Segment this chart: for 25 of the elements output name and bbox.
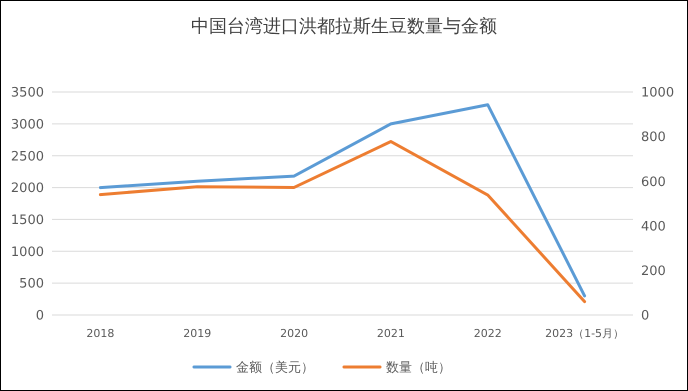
x-tick-label: 2018 [86,327,114,340]
y-tick-label: 500 [19,276,44,292]
line-series [98,103,586,298]
x-tick-label: 2021 [376,327,405,340]
x-tick-label: 2019 [183,327,212,340]
y-tick-label: 2000 [10,181,44,196]
y-tick-label: 3500 [10,86,44,101]
y2-tick-label: 600 [641,174,666,190]
legend-label: 金额（美元） [236,360,314,376]
y2-tick-label: 1000 [641,86,674,101]
y-tick-label: 3000 [10,117,44,132]
line-series [98,140,586,304]
y2-tick-label: 200 [641,264,666,279]
y-tick-label: 1000 [10,244,44,260]
x-tick-label: 2020 [280,327,308,340]
y2-tick-label: 400 [641,219,666,234]
y-tick-label: 2500 [10,149,44,164]
y-tick-label: 1500 [10,212,44,228]
y-tick-label: 0 [36,308,44,324]
chart-title: 中国台湾进口洪都拉斯生豆数量与金额 [191,16,497,37]
legend-label: 数量（吨） [386,360,451,376]
x-tick-label: 2022 [474,327,502,340]
y2-tick-label: 800 [641,130,666,146]
x-tick-label: 2023（1-5月） [545,327,624,340]
y2-tick-label: 0 [641,308,650,324]
